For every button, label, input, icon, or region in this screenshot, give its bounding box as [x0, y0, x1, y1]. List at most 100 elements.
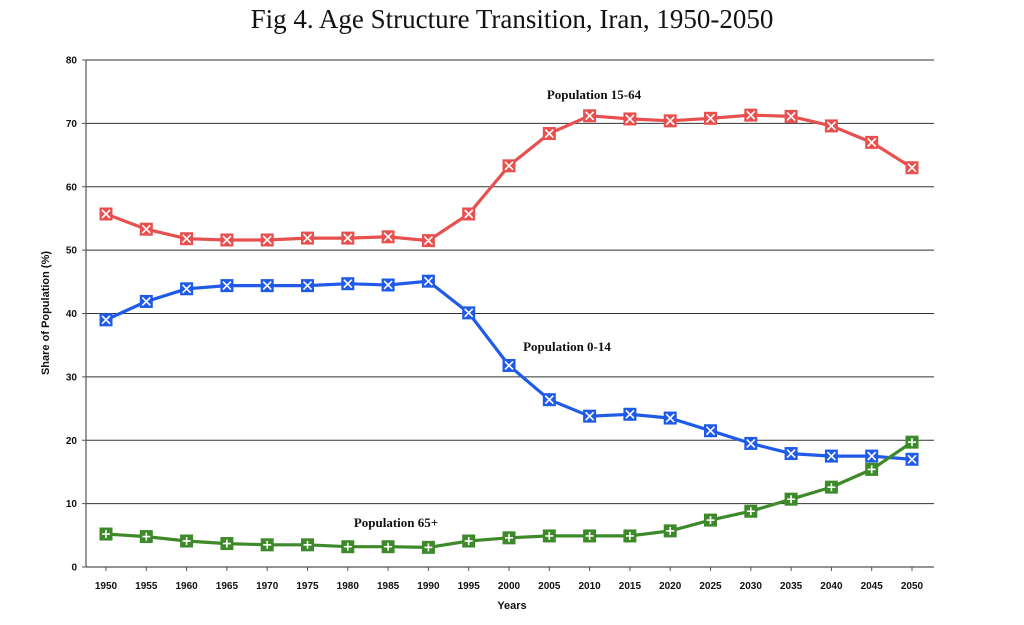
data-point [462, 306, 476, 320]
data-point [139, 530, 153, 544]
series-1 [99, 274, 919, 466]
data-point [744, 436, 758, 450]
x-tick-label: 2015 [619, 581, 642, 592]
data-point [341, 540, 355, 554]
data-point [824, 480, 838, 494]
series-label-15-64: Population 15-64 [547, 87, 642, 102]
data-point [623, 529, 637, 543]
data-point [99, 527, 113, 541]
data-point [583, 409, 597, 423]
data-point [502, 358, 516, 372]
data-point [744, 504, 758, 518]
data-point [180, 282, 194, 296]
data-point [865, 135, 879, 149]
data-point [301, 538, 314, 552]
data-point [260, 233, 274, 247]
data-point [623, 112, 637, 126]
x-tick-label: 2005 [538, 581, 561, 592]
x-tick-label: 2020 [659, 581, 682, 592]
data-point [99, 313, 113, 327]
data-point [301, 279, 314, 293]
data-point [663, 524, 677, 538]
y-tick-label: 30 [66, 372, 78, 383]
x-tick-labels: 1950 1955 1960 1965 1970 1975 1980 1985 1990 1995… [95, 581, 924, 592]
data-point [623, 407, 637, 421]
x-tick-label: 2025 [699, 581, 722, 592]
x-tick-label: 1965 [216, 581, 239, 592]
x-tick-label: 1950 [95, 581, 118, 592]
axes [85, 60, 934, 568]
data-point [784, 492, 798, 506]
data-point [341, 277, 355, 291]
y-tick-label: 20 [66, 436, 78, 447]
data-point [260, 279, 274, 293]
data-point [139, 294, 153, 308]
data-point [462, 207, 476, 221]
y-tick-label: 50 [66, 246, 78, 257]
data-point [704, 111, 717, 125]
data-point [583, 109, 597, 123]
data-point [421, 274, 435, 288]
data-point [704, 513, 717, 527]
data-point [905, 435, 919, 449]
x-tick-label: 1995 [458, 581, 481, 592]
x-tick-label: 1975 [296, 581, 319, 592]
data-point [824, 119, 838, 133]
y-tick-labels: 0 10 20 30 40 50 60 70 80 [66, 56, 78, 574]
data-point [421, 540, 435, 554]
data-point [462, 534, 476, 548]
series-label-0-14: Population 0-14 [523, 339, 611, 354]
data-point [421, 234, 435, 248]
data-point [542, 127, 556, 141]
series-0 [99, 108, 919, 248]
x-tick-label: 2040 [820, 581, 843, 592]
data-point [905, 452, 919, 466]
data-point [542, 529, 556, 543]
y-tick-label: 80 [66, 56, 78, 67]
data-point [180, 232, 194, 246]
data-point [824, 449, 838, 463]
data-point [99, 207, 113, 221]
series [99, 108, 919, 554]
data-point [220, 537, 234, 551]
x-tick-label: 1960 [175, 581, 198, 592]
data-point [784, 109, 798, 123]
series-2 [99, 435, 919, 554]
y-axis-title: Share of Population (%) [40, 251, 52, 375]
data-point [341, 231, 355, 245]
data-point [704, 424, 717, 438]
data-point [139, 222, 153, 236]
data-point [744, 108, 758, 122]
x-axis-title: Years [497, 600, 526, 612]
y-tick-label: 10 [66, 499, 78, 510]
x-tick-label: 2045 [861, 581, 884, 592]
x-tick-label: 1955 [135, 581, 158, 592]
data-point [663, 114, 677, 128]
x-tick-label: 2035 [780, 581, 803, 592]
y-tick-label: 40 [66, 309, 78, 320]
data-point [180, 534, 194, 548]
data-point [784, 447, 798, 461]
data-point [220, 233, 234, 247]
data-point [865, 462, 879, 476]
x-tick-label: 2050 [901, 581, 924, 592]
x-tick-label: 2030 [740, 581, 763, 592]
data-point [220, 279, 234, 293]
data-point [583, 529, 597, 543]
data-point [381, 230, 395, 244]
x-tick-label: 1970 [256, 581, 279, 592]
data-point [865, 449, 879, 463]
data-point [502, 159, 516, 173]
series-line [104, 113, 914, 243]
chart-title: Fig 4. Age Structure Transition, Iran, 1… [250, 4, 774, 34]
y-tick-label: 60 [66, 182, 78, 193]
x-tick-label: 2000 [498, 581, 521, 592]
x-tick-label: 1985 [377, 581, 400, 592]
y-tick-label: 0 [71, 563, 77, 574]
x-tick-label: 2010 [578, 581, 601, 592]
x-tick-label: 1980 [337, 581, 360, 592]
data-point [301, 231, 314, 245]
data-point [502, 531, 516, 545]
grid [82, 59, 934, 571]
